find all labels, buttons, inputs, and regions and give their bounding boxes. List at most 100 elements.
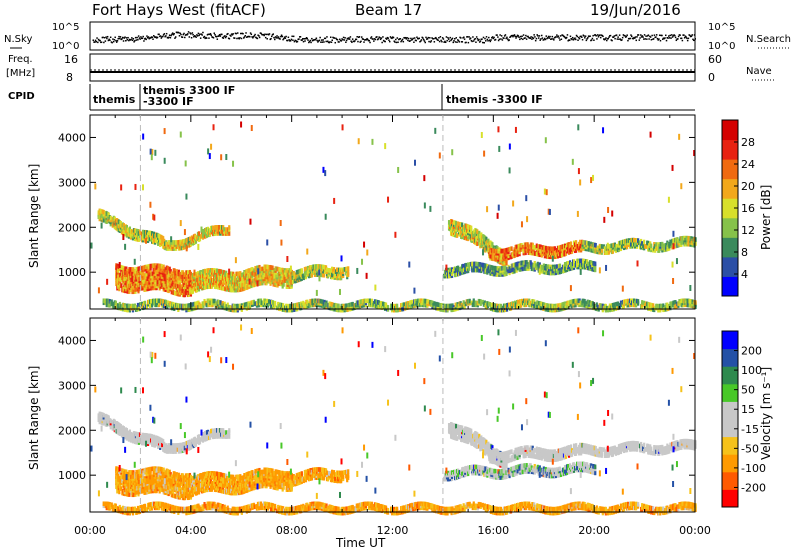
noise-sample (180, 33, 182, 36)
noise-sample (109, 39, 111, 42)
noise-sample (331, 39, 333, 41)
noise-sample (151, 36, 154, 39)
noise-sample (438, 37, 440, 39)
noise-sample (615, 34, 617, 37)
noise-sample (568, 39, 570, 41)
noise-sample (446, 39, 448, 42)
noise-sample (519, 35, 522, 38)
noise-sample (506, 38, 509, 40)
scatter-cell (282, 282, 285, 287)
noise-sample (435, 36, 437, 39)
scatter-cell (694, 241, 697, 246)
cpid-mode-2a: themis 3300 IF (143, 84, 235, 97)
noise-sample (549, 35, 551, 38)
noise-sample (540, 38, 542, 40)
noise-sample (462, 37, 464, 39)
noise-sample (542, 39, 544, 41)
noise-sample (342, 36, 345, 39)
noise-sample (453, 39, 455, 42)
noise-sample (378, 36, 380, 38)
scatter-cell (254, 272, 257, 277)
noise-sample (230, 35, 232, 37)
noise-sample (369, 41, 371, 44)
noise-sample (209, 32, 212, 35)
noise-sample (686, 37, 688, 40)
noise-sample (424, 41, 427, 44)
noise-sample (324, 37, 327, 40)
scatter-cell (114, 300, 117, 306)
noise-sample (502, 37, 504, 39)
scatter-cell (455, 230, 458, 236)
noise-sample (686, 39, 689, 42)
noise-sample (372, 38, 374, 40)
scatter-cell (134, 287, 137, 292)
noise-sample (204, 37, 206, 40)
noise-sample (540, 34, 543, 37)
noise-sample (680, 37, 683, 40)
noise-sample (547, 37, 549, 39)
scatter-cell (505, 260, 508, 266)
scatter-point (125, 271, 128, 278)
noise-sample (623, 34, 625, 37)
noise-sample (205, 36, 207, 39)
noise-sample (205, 37, 208, 39)
noise-sample (376, 38, 379, 41)
noise-sample (528, 37, 531, 39)
noise-sample (127, 36, 129, 39)
noise-sample (466, 36, 469, 38)
scatter-cell (594, 242, 597, 248)
noise-sample (254, 33, 256, 36)
noise-sample (290, 38, 293, 41)
noise-sample (591, 37, 594, 40)
freq-left-tick-top: 16 (64, 53, 78, 66)
noise-sample (364, 38, 367, 41)
noise-right-label: N.Search (746, 34, 791, 45)
noise-sample (689, 34, 691, 37)
noise-sample (295, 40, 297, 42)
noise-sample (640, 34, 642, 36)
noise-sample (379, 36, 381, 39)
noise-sample (126, 38, 129, 41)
scatter-cell (161, 239, 164, 245)
noise-sample (573, 38, 575, 40)
scatter-cell (300, 268, 303, 273)
noise-sample (690, 35, 693, 37)
noise-sample (612, 36, 614, 38)
noise-sample (94, 39, 97, 42)
noise-sample (434, 37, 436, 40)
scatter-cell (205, 233, 209, 238)
noise-sample (323, 41, 325, 43)
noise-sample (534, 36, 536, 38)
noise-sample (303, 38, 306, 40)
scatter-cell (130, 229, 134, 234)
noise-sample (201, 34, 203, 36)
noise-sample (101, 36, 104, 39)
noise-sample (627, 39, 629, 42)
scatter-cell (159, 279, 162, 285)
noise-sample (599, 34, 601, 36)
noise-sample (474, 37, 476, 40)
noise-sample (125, 37, 128, 39)
noise-sample (130, 38, 132, 41)
scatter-cell (641, 300, 644, 305)
noise-sample (157, 33, 160, 36)
noise-sample (387, 37, 389, 39)
noise-sample (683, 34, 685, 36)
noise-sample (491, 36, 494, 38)
noise-sample (100, 41, 102, 44)
scatter-point (361, 258, 364, 265)
noise-sample (438, 40, 441, 43)
noise-sample (297, 38, 299, 41)
noise-sample (558, 37, 560, 39)
noise-sample (228, 37, 231, 40)
noise-right-tick-top: 10^5 (708, 22, 735, 33)
noise-sample (444, 41, 447, 44)
noise-sample (630, 34, 632, 36)
noise-sample (340, 40, 343, 42)
noise-sample (333, 37, 336, 39)
noise-sample (683, 37, 686, 39)
noise-sample (212, 37, 215, 39)
noise-sample (165, 32, 168, 35)
scatter-cell (650, 243, 653, 249)
scatter-cell (194, 239, 198, 244)
